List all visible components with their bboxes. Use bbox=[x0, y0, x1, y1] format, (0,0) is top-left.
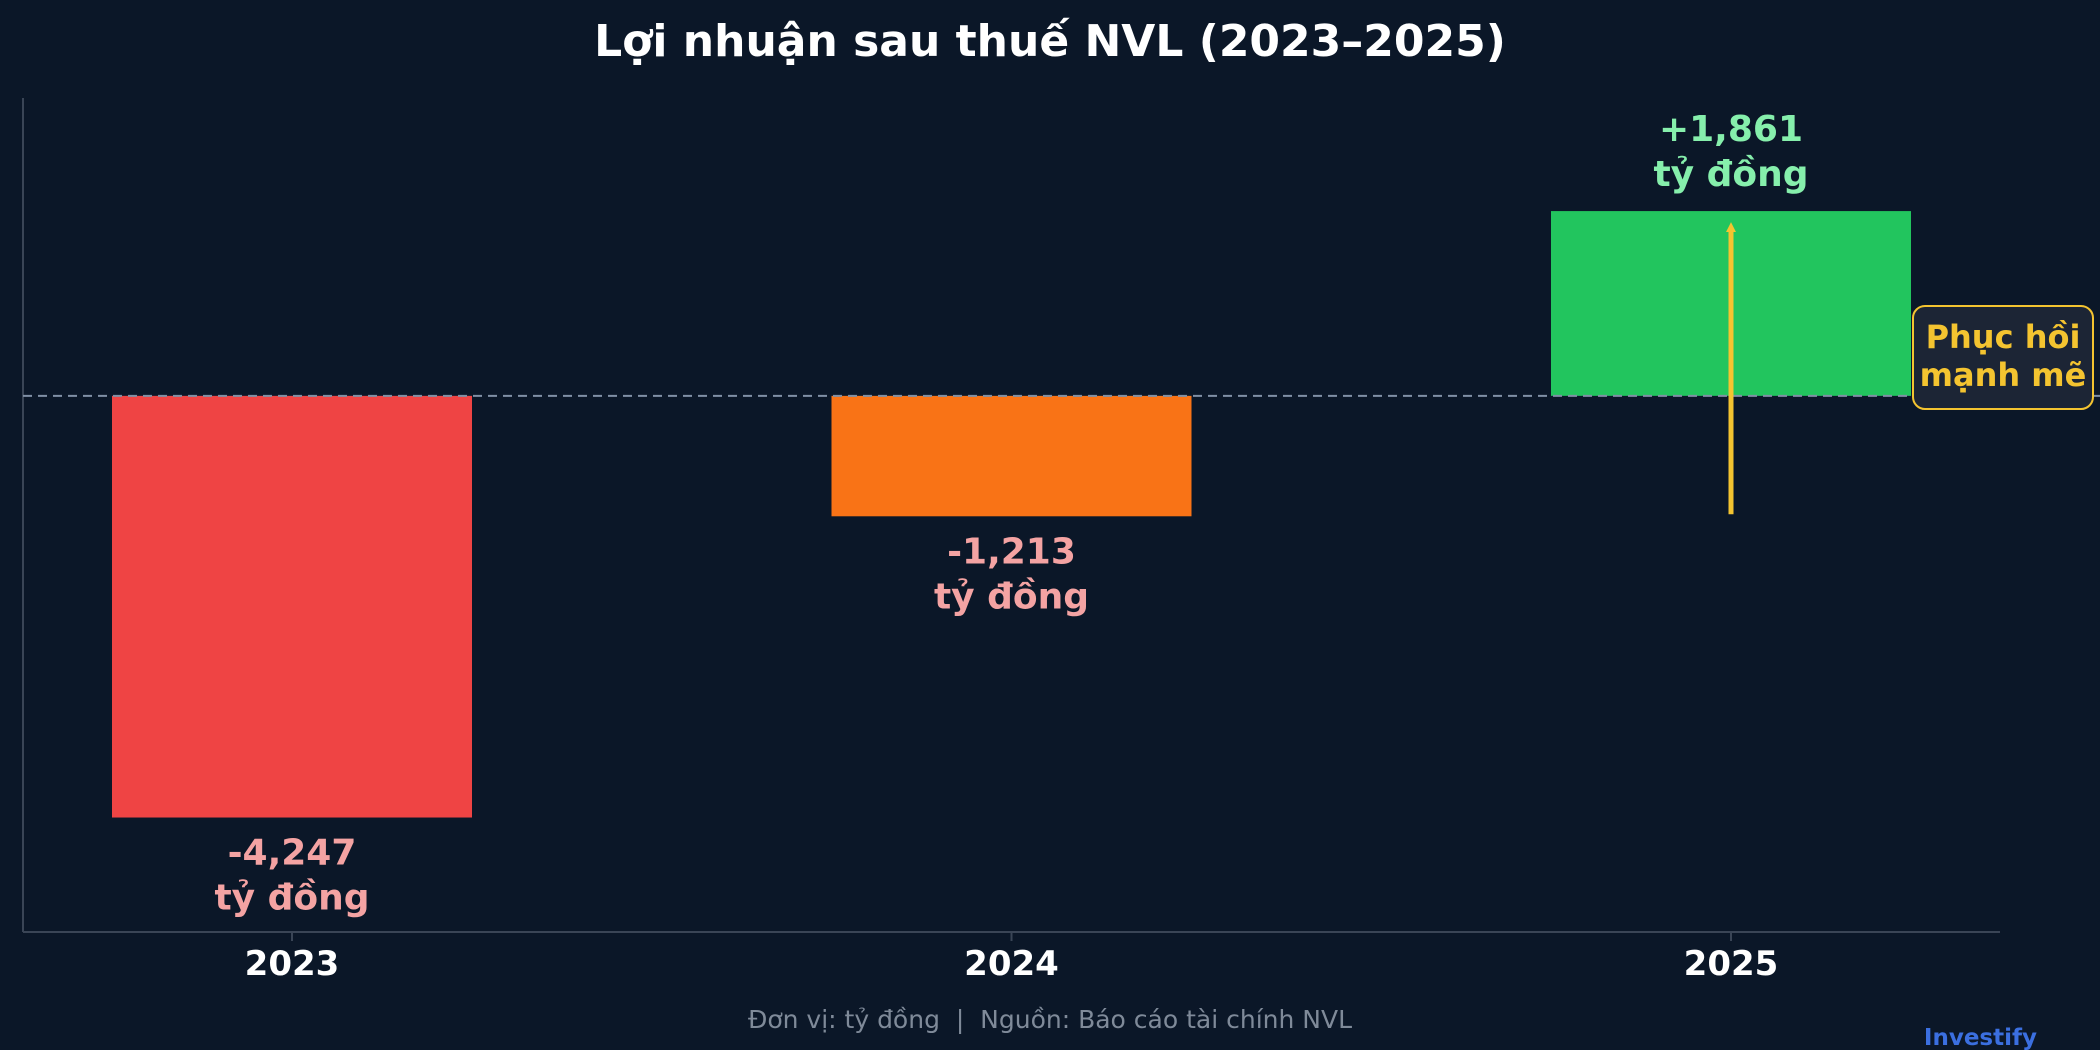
chart-title: Lợi nhuận sau thuế NVL (2023–2025) bbox=[594, 16, 1506, 67]
data-label-2023-1: -4,247 bbox=[228, 833, 357, 874]
bars-layer bbox=[112, 211, 1911, 818]
data-label-2025-1: +1,861 bbox=[1659, 109, 1803, 150]
brand-watermark: Investify bbox=[1924, 1025, 2037, 1050]
callout-text-1: Phục hồi bbox=[1926, 318, 2081, 356]
data-label-2024-2: tỷ đồng bbox=[934, 576, 1089, 617]
ticks-layer: 2023 2024 2025 bbox=[245, 932, 1779, 984]
footer-source: Đơn vị: tỷ đồng | Nguồn: Báo cáo tài chí… bbox=[748, 1005, 1352, 1034]
x-tick-label-2023: 2023 bbox=[245, 944, 340, 984]
data-label-2024-1: -1,213 bbox=[947, 531, 1076, 572]
x-tick-label-2024: 2024 bbox=[964, 944, 1059, 984]
data-label-2025-2: tỷ đồng bbox=[1653, 154, 1808, 195]
bar-2023 bbox=[112, 395, 472, 818]
x-tick-label-2025: 2025 bbox=[1684, 944, 1779, 984]
callout-text-2: mạnh mẽ bbox=[1920, 356, 2087, 394]
callout-box bbox=[1912, 305, 2094, 410]
bar-2024 bbox=[831, 395, 1192, 517]
data-label-2023-2: tỷ đồng bbox=[214, 878, 369, 919]
